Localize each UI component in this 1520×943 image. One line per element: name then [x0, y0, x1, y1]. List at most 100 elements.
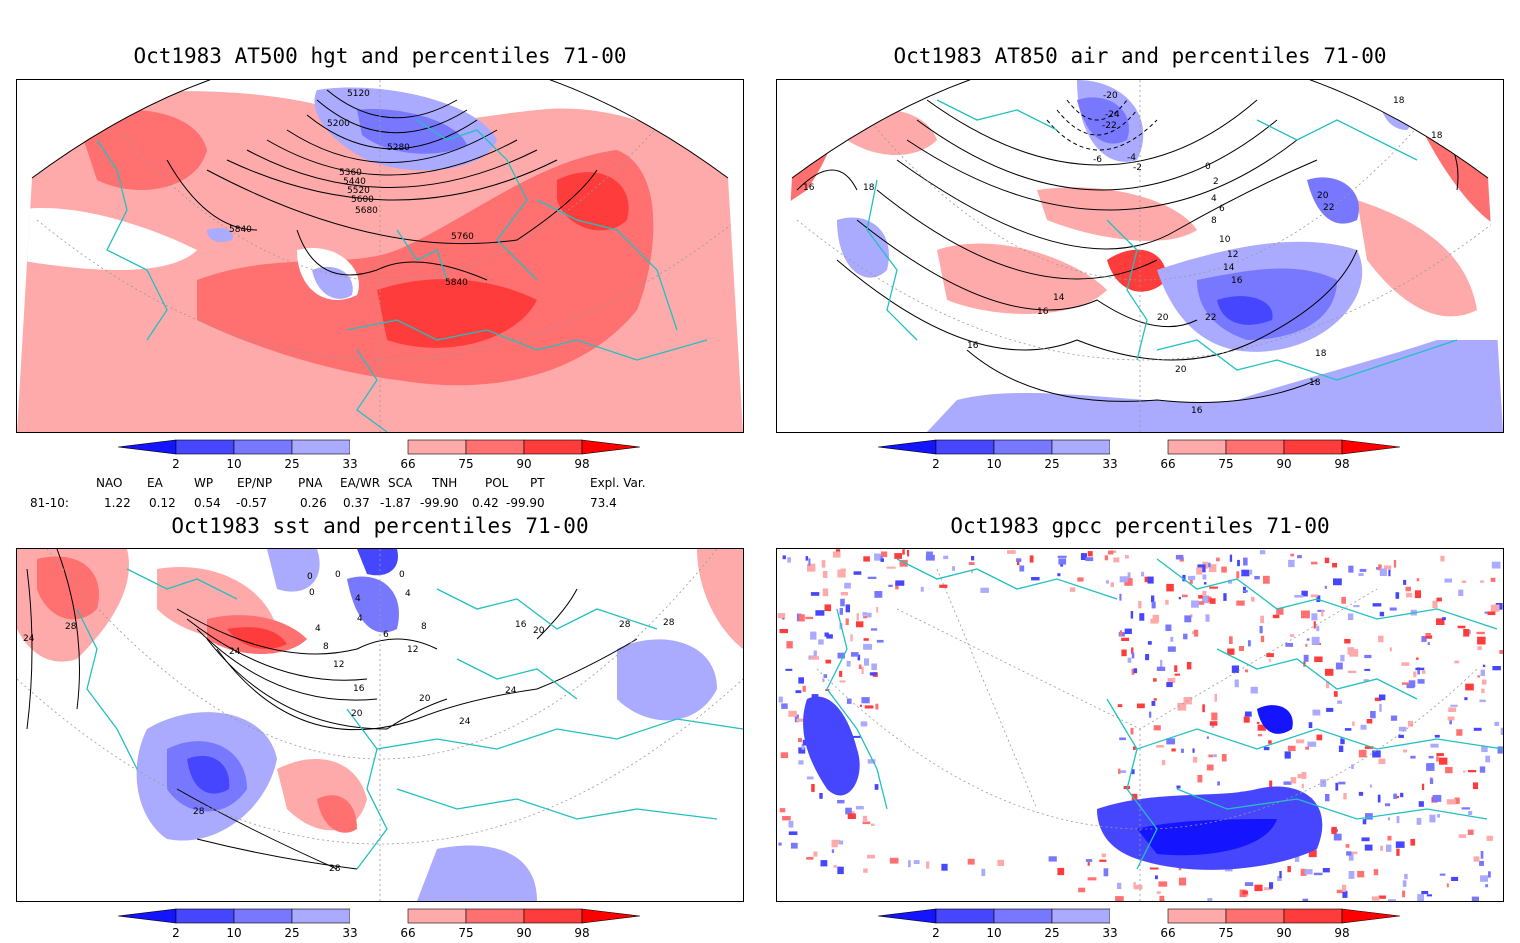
precip-cell — [1463, 771, 1465, 773]
precip-cell — [1279, 871, 1281, 878]
precip-cell — [1165, 625, 1171, 632]
precip-cell — [1341, 597, 1346, 604]
precip-cell — [1485, 756, 1490, 763]
precip-cell — [1176, 555, 1184, 560]
precip-cell — [1454, 661, 1459, 664]
contour-label: -4 — [1127, 153, 1136, 163]
precip-cell — [868, 577, 877, 579]
precip-cell — [1016, 558, 1021, 562]
colorbar-segment — [994, 440, 1052, 454]
precip-cell — [823, 571, 828, 578]
precip-cell — [818, 639, 824, 644]
precip-cell — [1117, 883, 1121, 889]
precip-cell — [811, 784, 815, 792]
precip-cell — [1104, 868, 1109, 876]
precip-cell — [1223, 593, 1226, 601]
precip-cell — [810, 632, 816, 640]
precip-cell — [1458, 590, 1463, 596]
precip-cell — [1182, 595, 1188, 598]
precip-cell — [1302, 784, 1304, 789]
map-sst: 0 0 0 0 4 4 6 8 4 4 12 8 12 16 20 24 28 … — [17, 549, 743, 901]
precip-cell — [832, 840, 838, 848]
precip-cell — [1477, 637, 1486, 645]
precip-cell — [1398, 735, 1404, 738]
colorbar-segment — [994, 909, 1052, 923]
precip-cell — [1150, 619, 1158, 624]
precip-cell — [1198, 595, 1203, 599]
precip-cell — [1305, 644, 1307, 647]
precip-cell — [1390, 608, 1397, 611]
precip-cell — [1193, 748, 1195, 752]
precip-cell — [837, 867, 844, 874]
precip-cell — [1230, 555, 1232, 562]
colorbar-segment — [292, 440, 350, 454]
index-value: -99.90 — [420, 496, 459, 510]
colorbar-label: 66 — [1160, 926, 1175, 939]
precip-cell — [1396, 849, 1399, 856]
precip-cell — [865, 705, 874, 708]
precip-cell — [894, 553, 902, 559]
precip-cell — [1058, 556, 1067, 558]
precip-cell — [840, 608, 843, 615]
precip-cell — [788, 711, 797, 717]
contour-label: 0 — [399, 570, 405, 580]
index-value: 0.26 — [300, 496, 327, 510]
contour-label: 4 — [357, 614, 363, 624]
precip-cell — [1311, 613, 1317, 620]
contour-label: 16 — [967, 341, 979, 351]
precip-cell — [1386, 845, 1391, 852]
precip-cell — [1202, 591, 1206, 596]
precip-cell — [1320, 779, 1326, 787]
contour-label: 5120 — [347, 89, 370, 99]
precip-cell — [839, 671, 842, 677]
precip-cell — [1367, 719, 1373, 724]
precip-cell — [1378, 795, 1381, 803]
precip-cell — [926, 555, 935, 561]
panel-title-sst: Oct1983 sst and percentiles 71-00 — [16, 514, 744, 538]
precip-cell — [1070, 587, 1075, 592]
colorbar-label: 75 — [1218, 457, 1233, 470]
precip-cell — [847, 661, 851, 667]
colorbar-label: 33 — [1102, 926, 1117, 939]
precip-cell — [1396, 592, 1400, 599]
precip-cell — [1349, 649, 1358, 657]
colorbar-label: 2 — [932, 926, 940, 939]
index-value: -99.90 — [506, 496, 545, 510]
precip-cell — [871, 628, 877, 630]
precip-cell — [1339, 746, 1343, 752]
precip-cell — [798, 677, 804, 683]
index-value: 0.12 — [149, 496, 176, 510]
precip-cell — [1380, 846, 1383, 851]
precip-cell — [1473, 782, 1478, 789]
precip-cell — [863, 822, 871, 825]
precip-cell — [1485, 612, 1488, 614]
precip-cell — [1168, 646, 1176, 651]
precip-cell — [1264, 747, 1270, 750]
colorbar-segment — [936, 440, 994, 454]
precip-cell — [1257, 722, 1260, 724]
colorbar-label: 2 — [932, 457, 940, 470]
colorbar-segment — [350, 440, 408, 454]
precip-cell — [1154, 698, 1157, 700]
precip-cell — [1138, 601, 1141, 608]
precip-cell — [1488, 871, 1491, 877]
colorbar-segment — [524, 909, 582, 923]
contour-label: 0 — [307, 572, 313, 582]
precip-cell — [1448, 707, 1456, 712]
precip-cell — [1145, 654, 1149, 660]
precip-cell — [1378, 636, 1383, 643]
precip-cell — [1334, 691, 1338, 697]
precip-cell — [1410, 756, 1415, 759]
precip-cell — [1316, 626, 1319, 632]
precip-cell — [1019, 566, 1024, 572]
precip-cell — [1482, 680, 1487, 685]
precip-cell — [862, 667, 864, 674]
precip-cell — [1260, 616, 1264, 623]
precip-cell — [1007, 550, 1016, 554]
precip-cell — [1170, 637, 1173, 642]
colorbar-segment — [878, 440, 936, 454]
precip-cell — [1154, 725, 1161, 730]
precip-cell — [1251, 597, 1255, 602]
